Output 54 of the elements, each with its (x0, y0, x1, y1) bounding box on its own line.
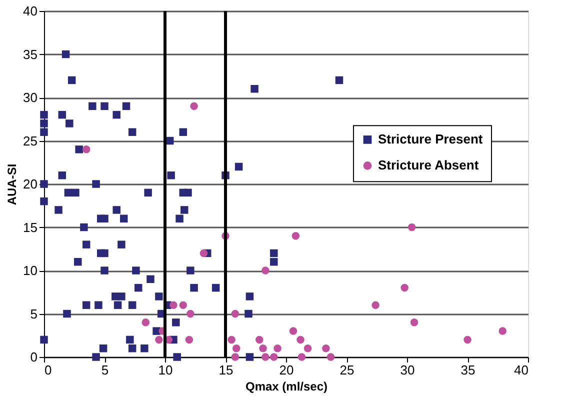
point (464, 336, 472, 344)
point (228, 336, 236, 344)
y-tick-label: 40 (23, 4, 38, 18)
y-axis-title: AUA-SI (5, 164, 20, 206)
point (185, 336, 194, 344)
point (262, 266, 270, 274)
point (231, 353, 240, 361)
point (400, 284, 408, 292)
point (142, 318, 150, 326)
point (179, 301, 188, 309)
point (259, 344, 267, 352)
point (326, 353, 335, 361)
point (256, 336, 264, 344)
point (296, 336, 304, 344)
point (82, 146, 90, 154)
point (186, 310, 194, 318)
x-tick-label: 35 (460, 362, 476, 378)
y-tick-label: 35 (23, 46, 38, 62)
y-tick-label: 30 (23, 90, 38, 105)
x-tick-label: 0 (44, 362, 52, 378)
legend-label: Stricture Absent (378, 158, 480, 173)
x-tick-label: 30 (400, 362, 415, 378)
y-tick-label: 15 (23, 220, 38, 235)
point (170, 301, 178, 309)
point (289, 327, 298, 335)
x-tick-label: 10 (158, 362, 173, 378)
point (304, 344, 312, 352)
x-tick-label: 25 (340, 362, 354, 378)
y-tick-label: 5 (30, 306, 38, 322)
x-axis-title: Qmax (ml/sec) (245, 380, 328, 394)
point (232, 344, 240, 352)
point (231, 310, 240, 318)
point (274, 344, 282, 352)
point (372, 301, 380, 309)
y-tick-label: 10 (23, 263, 38, 278)
point (322, 344, 330, 352)
point (408, 223, 416, 232)
x-tick-label: 5 (101, 362, 109, 378)
point (200, 249, 208, 258)
point (410, 318, 418, 326)
x-tick-label: 40 (514, 362, 528, 378)
point (190, 102, 198, 110)
legend-label: Stricture Present (378, 132, 484, 147)
point (262, 353, 270, 361)
point (498, 327, 506, 335)
y-tick-label: 20 (23, 176, 38, 192)
y-tick-label: 0 (30, 350, 38, 364)
point (292, 232, 300, 240)
point (298, 353, 306, 361)
y-tick-label: 25 (23, 133, 38, 148)
point (155, 336, 163, 344)
point (270, 353, 278, 361)
x-tick-label: 15 (218, 362, 234, 378)
x-tick-label: 20 (279, 362, 294, 378)
